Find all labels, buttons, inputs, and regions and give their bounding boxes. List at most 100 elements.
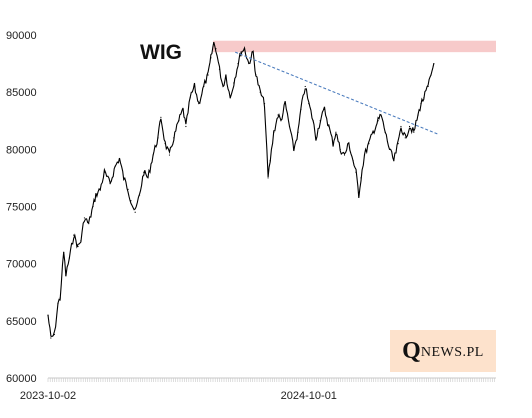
price-point — [50, 337, 52, 339]
price-point — [308, 103, 310, 105]
chart-title: WIG — [140, 41, 182, 64]
price-point — [358, 194, 360, 196]
price-point — [304, 85, 306, 88]
price-point — [400, 125, 402, 128]
price-point — [397, 143, 399, 145]
price-point — [293, 148, 295, 150]
price-point — [248, 62, 250, 65]
price-point — [417, 114, 419, 116]
price-point — [123, 177, 125, 179]
price-point — [423, 97, 425, 99]
price-point — [252, 51, 254, 53]
price-point — [210, 57, 212, 59]
price-point — [420, 103, 422, 105]
y-tick-label: 75000 — [6, 202, 37, 214]
price-point — [57, 303, 59, 305]
y-tick-label: 80000 — [6, 144, 37, 156]
y-tick-label: 90000 — [6, 30, 37, 42]
price-point — [393, 160, 395, 162]
qnews-logo: Q NEWS.PL — [390, 330, 496, 372]
price-point — [114, 165, 116, 168]
logo-text: NEWS.PL — [420, 345, 484, 360]
price-point — [363, 154, 366, 156]
price-point — [118, 157, 121, 160]
price-point — [284, 103, 286, 105]
price-point — [335, 131, 337, 133]
price-point — [164, 143, 166, 145]
price-point — [73, 234, 75, 236]
y-axis: 90000 85000 80000 75000 70000 65000 60000 — [6, 30, 37, 385]
price-point — [130, 200, 132, 202]
price-point — [269, 160, 271, 162]
price-point — [109, 183, 111, 185]
y-tick-label: 70000 — [6, 259, 37, 271]
x-axis: 2023-10-02 2024-10-01 — [20, 377, 496, 402]
price-point — [157, 137, 159, 139]
price-point — [288, 125, 291, 128]
price-point — [267, 177, 269, 179]
price-point — [103, 171, 106, 173]
price-point — [168, 154, 171, 156]
price-point — [147, 177, 149, 179]
price-point — [127, 188, 129, 190]
x-tick-label: 2023-10-02 — [20, 390, 76, 402]
price-point — [88, 223, 90, 225]
price-point — [207, 74, 209, 76]
price-point — [433, 62, 435, 65]
price-point — [280, 120, 282, 122]
price-point — [259, 91, 261, 93]
price-point — [218, 68, 221, 70]
price-point — [255, 74, 257, 76]
price-point — [328, 125, 330, 128]
resistance-band — [213, 40, 497, 53]
price-point — [240, 51, 242, 53]
price-point — [352, 160, 354, 162]
price-point — [143, 171, 145, 173]
price-point — [277, 114, 279, 116]
price-point — [65, 274, 67, 276]
price-point — [193, 85, 196, 88]
price-point — [237, 62, 239, 65]
price-point — [95, 194, 97, 196]
price-point — [53, 333, 56, 336]
wig-price-line — [47, 41, 435, 337]
price-point — [413, 131, 415, 133]
price-point — [198, 103, 200, 105]
price-point — [178, 120, 180, 122]
price-point — [138, 194, 141, 196]
price-point — [263, 103, 266, 105]
price-point — [203, 85, 205, 88]
price-point — [77, 245, 79, 248]
price-point — [160, 116, 162, 118]
trendline — [235, 51, 440, 135]
logo-initial: Q — [402, 337, 421, 364]
price-point — [360, 177, 362, 179]
price-point — [99, 188, 101, 190]
resistance-layer — [213, 40, 497, 53]
price-point — [319, 120, 321, 122]
price-point — [297, 131, 299, 133]
price-point — [300, 108, 302, 110]
y-tick-label: 65000 — [6, 316, 37, 328]
y-tick-label: 85000 — [6, 87, 37, 99]
price-point — [372, 131, 374, 133]
price-point — [273, 131, 275, 133]
price-point — [59, 297, 61, 299]
price-point — [222, 85, 224, 88]
price-point — [315, 137, 317, 139]
price-point — [332, 143, 334, 145]
series-layer — [47, 41, 435, 339]
price-point — [427, 85, 429, 88]
price-point — [348, 143, 350, 145]
price-point — [368, 143, 370, 145]
price-point — [388, 148, 391, 150]
price-point — [343, 154, 346, 156]
price-point — [229, 97, 231, 99]
price-point — [339, 148, 341, 150]
price-point — [408, 125, 411, 128]
price-point — [80, 240, 82, 242]
price-point — [83, 217, 86, 219]
price-point — [430, 74, 432, 76]
price-point — [182, 108, 184, 110]
